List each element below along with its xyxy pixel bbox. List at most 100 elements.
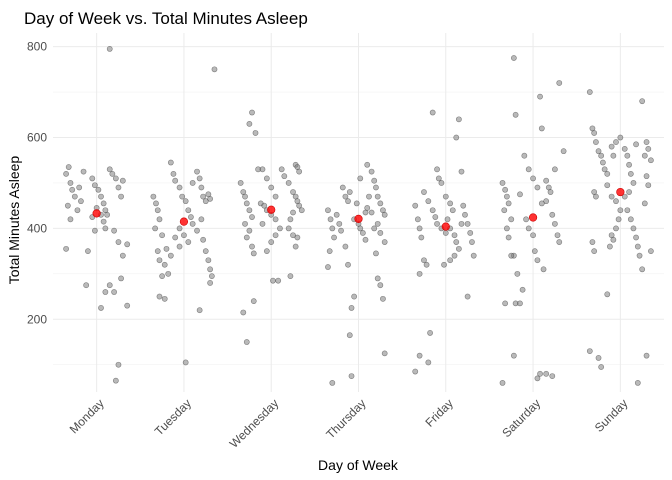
- data-point: [381, 239, 388, 245]
- data-point: [106, 282, 113, 289]
- data-point: [250, 298, 257, 305]
- mean-point: [179, 217, 189, 226]
- data-point: [172, 177, 179, 184]
- data-point: [534, 184, 541, 191]
- data-point: [270, 277, 276, 284]
- data-point: [442, 193, 449, 200]
- data-point: [159, 273, 166, 280]
- data-point: [374, 220, 381, 227]
- x-axis-ticks: Monday Tuesday Wednesday Thursday Friday Satu…: [67, 396, 631, 451]
- data-point: [259, 220, 266, 227]
- data-point: [525, 166, 532, 173]
- data-point: [643, 139, 650, 145]
- data-point: [624, 207, 631, 214]
- data-point: [181, 232, 187, 239]
- data-point: [540, 266, 547, 273]
- data-point: [531, 248, 538, 255]
- data-point: [112, 175, 119, 182]
- data-points: [63, 46, 654, 386]
- data-point: [263, 248, 270, 255]
- data-point: [645, 145, 652, 152]
- data-point: [207, 266, 214, 273]
- data-point: [348, 305, 355, 311]
- data-point: [451, 232, 458, 239]
- x-tick-label: Friday: [422, 396, 455, 429]
- data-point: [345, 261, 351, 268]
- mean-point: [354, 214, 363, 223]
- mean-point: [267, 205, 276, 214]
- data-point: [630, 180, 637, 186]
- data-point: [196, 307, 203, 314]
- data-point: [98, 305, 104, 311]
- data-point: [124, 302, 131, 309]
- data-point: [182, 198, 189, 205]
- y-tick-label: 400: [27, 221, 47, 235]
- data-point: [275, 277, 282, 284]
- data-point: [242, 220, 248, 227]
- data-point: [296, 168, 303, 175]
- data-point: [326, 248, 333, 255]
- data-point: [523, 216, 529, 223]
- data-point: [290, 189, 296, 195]
- data-point: [525, 225, 532, 232]
- data-point: [249, 243, 255, 250]
- data-point: [249, 109, 255, 116]
- data-point: [416, 270, 423, 277]
- data-point: [263, 175, 270, 182]
- data-point: [514, 270, 521, 277]
- data-point: [342, 243, 349, 250]
- data-point: [621, 193, 628, 200]
- data-point: [560, 148, 567, 155]
- data-point: [604, 291, 611, 298]
- data-point: [429, 207, 436, 214]
- data-point: [543, 370, 550, 377]
- data-point: [325, 207, 331, 214]
- data-point: [510, 55, 517, 61]
- data-point: [198, 216, 205, 223]
- data-point: [111, 227, 117, 234]
- data-point: [167, 159, 174, 166]
- data-point: [118, 275, 124, 282]
- data-point: [453, 134, 460, 141]
- data-point: [608, 193, 615, 200]
- x-tick-label: Saturday: [499, 396, 543, 440]
- y-axis-ticks: 200 400 600 800: [27, 40, 47, 327]
- data-point: [377, 230, 384, 236]
- data-point: [381, 350, 388, 357]
- data-point: [606, 243, 613, 250]
- data-point: [338, 227, 344, 234]
- data-point: [106, 46, 113, 52]
- data-point: [639, 266, 646, 273]
- data-point: [165, 270, 172, 277]
- data-point: [467, 230, 474, 236]
- data-point: [119, 252, 126, 259]
- data-point: [85, 248, 91, 255]
- data-point: [368, 209, 375, 216]
- data-point: [508, 252, 515, 259]
- data-point: [278, 166, 285, 173]
- data-point: [272, 232, 279, 239]
- data-point: [336, 220, 343, 227]
- data-point: [373, 184, 379, 191]
- data-point: [455, 245, 462, 252]
- data-point: [462, 211, 468, 218]
- data-point: [517, 191, 523, 198]
- data-point: [250, 250, 257, 257]
- data-point: [325, 264, 331, 270]
- data-point: [617, 207, 624, 214]
- data-point: [287, 273, 294, 280]
- data-point: [83, 282, 90, 289]
- data-point: [499, 180, 506, 186]
- data-point: [645, 182, 652, 189]
- data-point: [501, 207, 508, 214]
- data-point: [207, 280, 214, 286]
- data-point: [416, 352, 423, 359]
- data-point: [100, 218, 107, 225]
- data-point: [505, 234, 512, 241]
- data-point: [449, 207, 456, 214]
- data-point: [427, 330, 433, 336]
- data-point: [261, 202, 268, 209]
- data-point: [604, 170, 611, 177]
- data-point: [502, 300, 509, 307]
